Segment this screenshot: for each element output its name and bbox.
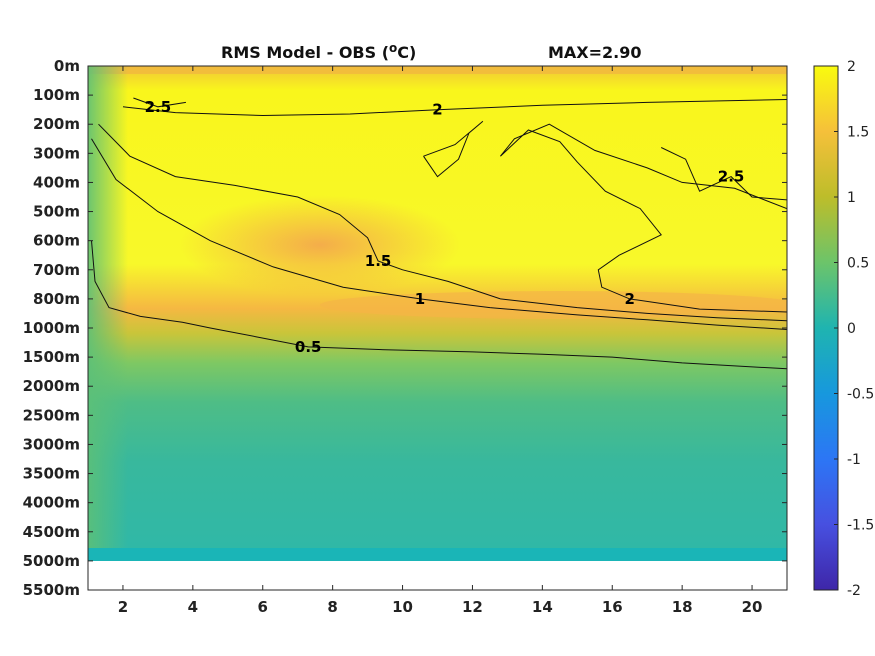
y-tick-label: 500m [33, 203, 80, 221]
contour-line [91, 240, 787, 370]
chart-title: RMS Model - OBS (oC) [221, 41, 416, 62]
contour-line [122, 99, 787, 117]
x-tick-label: 2 [118, 598, 128, 616]
colorbar-tick-label: -2 [847, 583, 861, 599]
y-tick-label: 700m [33, 261, 80, 279]
y-tick-label: 5000m [23, 552, 80, 570]
max-label: MAX=2.90 [548, 43, 642, 62]
y-tick-label: 200m [33, 115, 80, 133]
y-tick-label: 300m [33, 144, 80, 162]
y-tick-label: 0m [54, 57, 80, 75]
y-tick-label: 2500m [23, 406, 80, 424]
colorbar-tick-label: -0.5 [847, 387, 874, 403]
y-tick-label: 1500m [23, 348, 80, 366]
y-tick-label: 800m [33, 290, 80, 308]
y-tick-label: 4500m [23, 523, 80, 541]
contour-line [660, 147, 787, 201]
contour-label: 2.5 [718, 168, 745, 186]
contour-line [91, 138, 787, 330]
colorbar-tick-label: 0.5 [847, 256, 869, 272]
colorbar-tick-label: -1.5 [847, 518, 874, 534]
x-tick-label: 6 [258, 598, 268, 616]
x-tick-label: 12 [462, 598, 483, 616]
contour-label: 1.5 [365, 252, 392, 270]
contour-label: 0.5 [295, 338, 322, 356]
colorbar: 2 1.5 1 0.5 0 -0.5 -1 -1.5 -2 [813, 59, 874, 599]
contour-label: 2.5 [145, 98, 172, 116]
x-tick-label: 14 [532, 598, 553, 616]
colorbar-tick-label: -1 [847, 452, 861, 468]
y-tick-label: 3000m [23, 435, 80, 453]
heat-field [88, 66, 787, 561]
y-tick-label: 600m [33, 232, 80, 250]
x-tick-label: 8 [327, 598, 337, 616]
contour-label: 2 [432, 101, 442, 119]
contour-label: 2 [624, 290, 634, 308]
contour-label: 1 [415, 290, 425, 308]
colorbar-tick-label: 0 [847, 321, 856, 337]
x-tick-label: 16 [602, 598, 623, 616]
contour-labels: 0.5 1 1.5 2 2 2.5 2.5 [145, 98, 745, 356]
colorbar-ticks: 2 1.5 1 0.5 0 -0.5 -1 -1.5 -2 [834, 59, 874, 599]
y-tick-label: 2000m [23, 377, 80, 395]
contour-lines [91, 97, 787, 370]
colorbar-tick-label: 2 [847, 59, 856, 75]
x-tick-label: 18 [672, 598, 693, 616]
x-axis: 2 4 6 8 10 12 14 16 18 20 [118, 66, 763, 616]
x-tick-label: 10 [392, 598, 413, 616]
x-tick-label: 4 [188, 598, 198, 616]
contour-line [423, 120, 484, 178]
contour-line [98, 123, 787, 322]
y-tick-label: 4000m [23, 494, 80, 512]
colorbar-tick-label: 1 [847, 190, 856, 206]
y-axis: 0m 100m 200m 300m 400m 500m 600m 700m 800m 1000m 1… [23, 57, 787, 599]
x-tick-label: 20 [742, 598, 763, 616]
contour-line [500, 123, 787, 313]
y-tick-label: 3500m [23, 465, 80, 483]
y-tick-label: 100m [33, 86, 80, 104]
colorbar-tick-label: 1.5 [847, 125, 869, 141]
contour-line [133, 97, 186, 108]
y-tick-label: 1000m [23, 319, 80, 337]
y-tick-label: 400m [33, 173, 80, 191]
y-tick-label: 5500m [23, 581, 80, 599]
